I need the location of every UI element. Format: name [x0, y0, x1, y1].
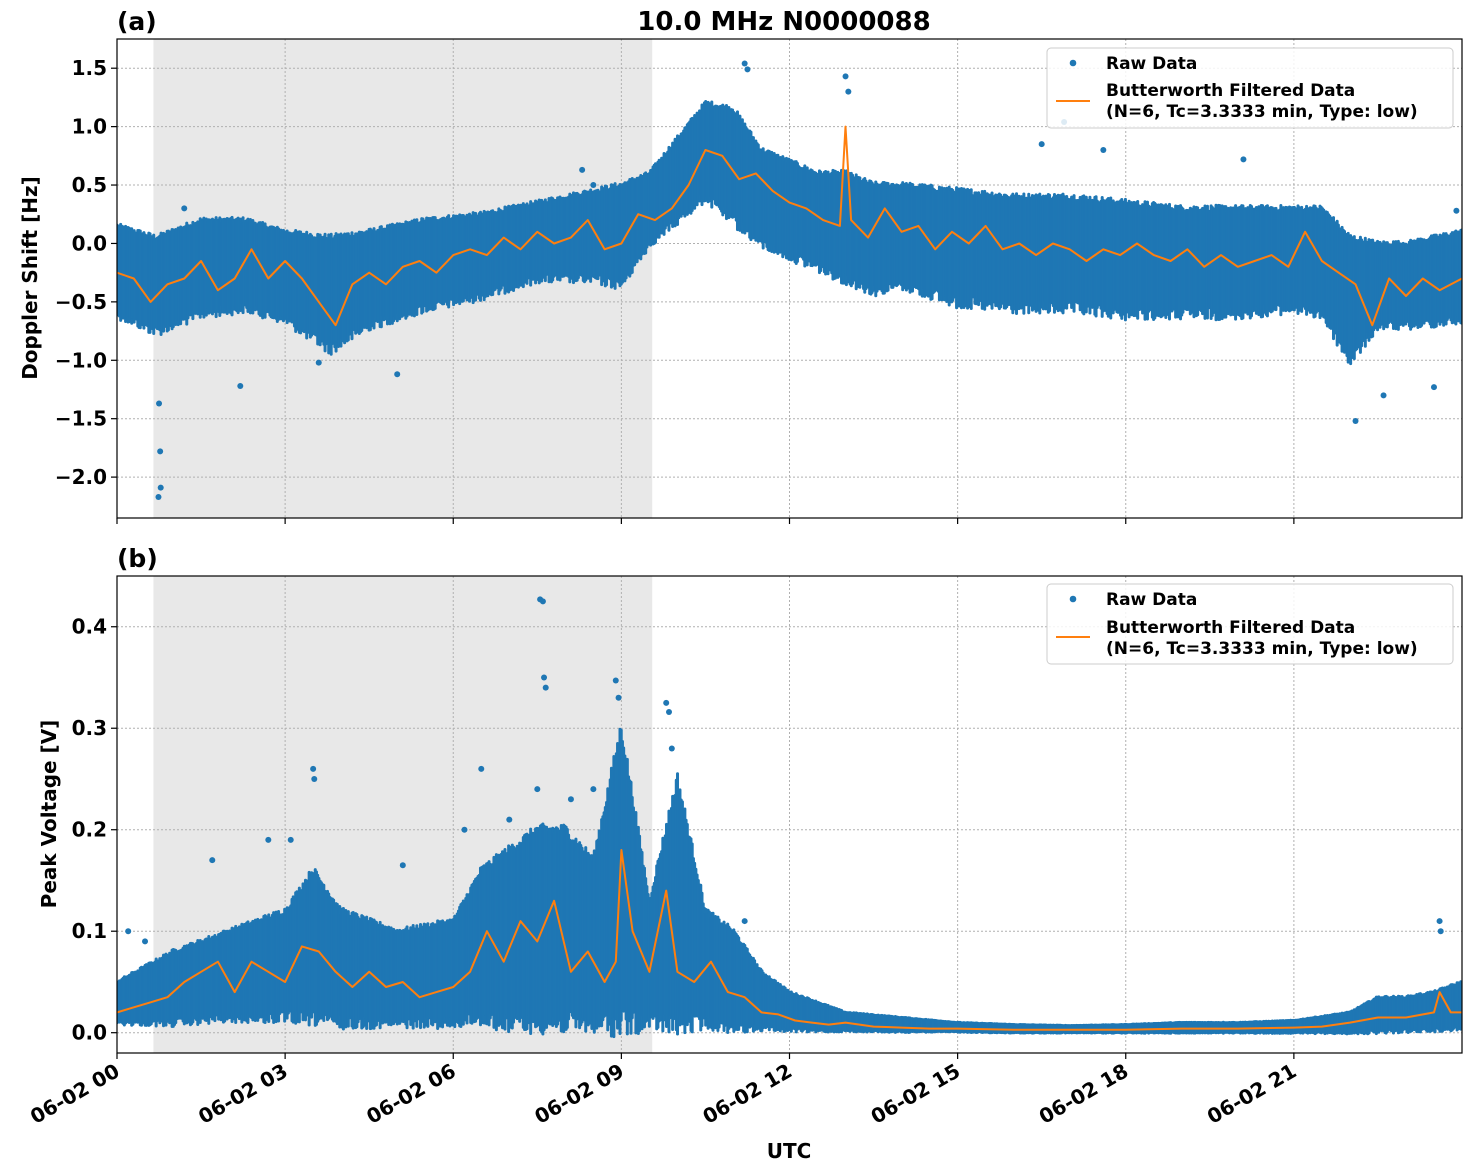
raw-data-b: [117, 727, 1462, 1039]
raw-data-point: [265, 836, 272, 843]
raw-data-point: [612, 677, 619, 684]
filtered-line-b: [117, 849, 1462, 1031]
raw-data-point: [1352, 418, 1359, 425]
y-tick-label: 0.0: [72, 231, 107, 255]
x-tick-label: 06-02 15: [867, 1059, 965, 1129]
raw-data-point: [125, 928, 132, 935]
legend-raw-label-b: Raw Data: [1106, 590, 1197, 610]
legend-b: Raw Data Butterworth Filtered Data (N=6,…: [1046, 583, 1454, 665]
y-tick-label: −2.0: [55, 465, 107, 489]
raw-data-point: [541, 674, 548, 681]
raw-data-point: [744, 66, 751, 73]
raw-data-point: [741, 918, 748, 925]
panel-label-b: (b): [117, 544, 158, 573]
x-axis-label: UTC: [767, 1139, 812, 1163]
raw-data-point: [845, 88, 852, 95]
legend-filtered-params-a: (N=6, Tc=3.3333 min, Type: low): [1106, 102, 1418, 122]
legend-raw-marker-a: [1069, 59, 1077, 67]
legend-a: Raw Data Butterworth Filtered Data (N=6,…: [1046, 47, 1454, 129]
y-tick-label: 0.4: [72, 615, 107, 639]
raw-data-point: [209, 857, 216, 864]
raw-data-point: [157, 448, 164, 455]
raw-data-point: [237, 382, 244, 389]
raw-data-point: [461, 826, 468, 833]
raw-data-point: [311, 775, 318, 782]
y-tick-label: 0.2: [72, 818, 107, 842]
raw-data-point: [615, 694, 622, 701]
legend-filtered-label-b: Butterworth Filtered Data: [1106, 618, 1355, 638]
raw-data-point: [310, 765, 317, 772]
raw-data-point: [590, 786, 597, 793]
y-tick-label: −1.5: [55, 407, 107, 431]
raw-data-point: [1437, 928, 1444, 935]
raw-data-point: [142, 938, 149, 945]
legend-raw-marker-b: [1069, 595, 1077, 603]
raw-data-point: [1100, 146, 1107, 153]
raw-data-point: [534, 786, 541, 793]
y-tick-label: 0.1: [72, 919, 107, 943]
x-tick-label: 06-02 03: [194, 1059, 292, 1129]
y-tick-label: 0.3: [72, 716, 107, 740]
raw-data-point: [157, 484, 164, 491]
y-ticks-b: 0.0 0.1 0.2 0.3 0.4: [72, 615, 117, 1045]
x-tick-label: 06-02 18: [1035, 1059, 1133, 1129]
y-tick-label: −1.0: [55, 348, 107, 372]
raw-data-point: [579, 166, 586, 173]
x-tick-label: 06-02 06: [362, 1059, 460, 1129]
raw-data-point: [590, 182, 597, 189]
filtered-data-line: [117, 849, 1462, 1031]
x-tick-label: 06-02 09: [530, 1059, 628, 1129]
x-tick-label: 06-02 00: [26, 1059, 124, 1129]
legend-raw-label-a: Raw Data: [1106, 54, 1197, 74]
raw-data-point: [287, 836, 294, 843]
y-tick-label: 0.5: [72, 173, 107, 197]
panel-b: 0.0 0.1 0.2 0.3 0.4 06-02 00 06-02 03 06-02 06…: [26, 544, 1463, 1163]
raw-data-point: [181, 205, 188, 212]
raw-data-point: [663, 699, 670, 706]
y-tick-label: 1.0: [72, 115, 107, 139]
raw-data-point: [1430, 384, 1437, 391]
raw-data-point: [315, 359, 322, 366]
raw-data-point: [702, 907, 709, 914]
panel-label-a: (a): [117, 7, 157, 36]
raw-data-point: [539, 598, 546, 605]
raw-data-point: [567, 796, 574, 803]
raw-outliers-b: [125, 596, 1444, 945]
raw-data-point: [156, 400, 163, 407]
filtered-data-line: [117, 125, 1462, 327]
y-tick-label: 1.5: [72, 56, 107, 80]
legend-filtered-label-a: Butterworth Filtered Data: [1106, 81, 1355, 101]
raw-data-point: [1436, 918, 1443, 925]
raw-data-point: [1453, 207, 1460, 214]
x-ticks-a: [116, 518, 1295, 524]
y-axis-label-b: Peak Voltage [V]: [37, 720, 61, 909]
raw-data-point: [399, 862, 406, 869]
raw-data-point: [1038, 141, 1045, 148]
raw-data-point: [666, 708, 673, 715]
raw-data-point: [506, 816, 513, 823]
raw-data-a: [117, 100, 1462, 366]
figure-title: 10.0 MHz N0000088: [637, 7, 930, 37]
raw-data-point: [842, 73, 849, 80]
y-ticks-a: 1.5 1.0 0.5 0.0 −0.5 −1.0 −1.5 −2.0: [55, 56, 117, 489]
raw-data-point: [155, 493, 162, 500]
x-tick-label: 06-02 21: [1203, 1059, 1301, 1129]
x-tick-label: 06-02 12: [698, 1059, 796, 1129]
panel-a: 1.5 1.0 0.5 0.0 −0.5 −1.0 −1.5 −2.0 (a) Doppler…: [18, 7, 1463, 524]
legend-filtered-params-b: (N=6, Tc=3.3333 min, Type: low): [1106, 639, 1418, 659]
raw-data-point: [1240, 156, 1247, 163]
raw-data-point: [1380, 392, 1387, 399]
y-tick-label: −0.5: [55, 290, 107, 314]
raw-data-point: [478, 765, 485, 772]
raw-data-point: [668, 745, 675, 752]
filtered-line-a: [117, 125, 1462, 327]
y-tick-label: 0.0: [72, 1021, 107, 1045]
y-axis-label-a: Doppler Shift [Hz]: [18, 176, 42, 380]
x-ticks-b: 06-02 00 06-02 03 06-02 06 06-02 09 06-02 12…: [26, 1053, 1300, 1129]
raw-data-point: [394, 371, 401, 378]
raw-data-point: [542, 684, 549, 691]
raw-data-point: [741, 60, 748, 67]
